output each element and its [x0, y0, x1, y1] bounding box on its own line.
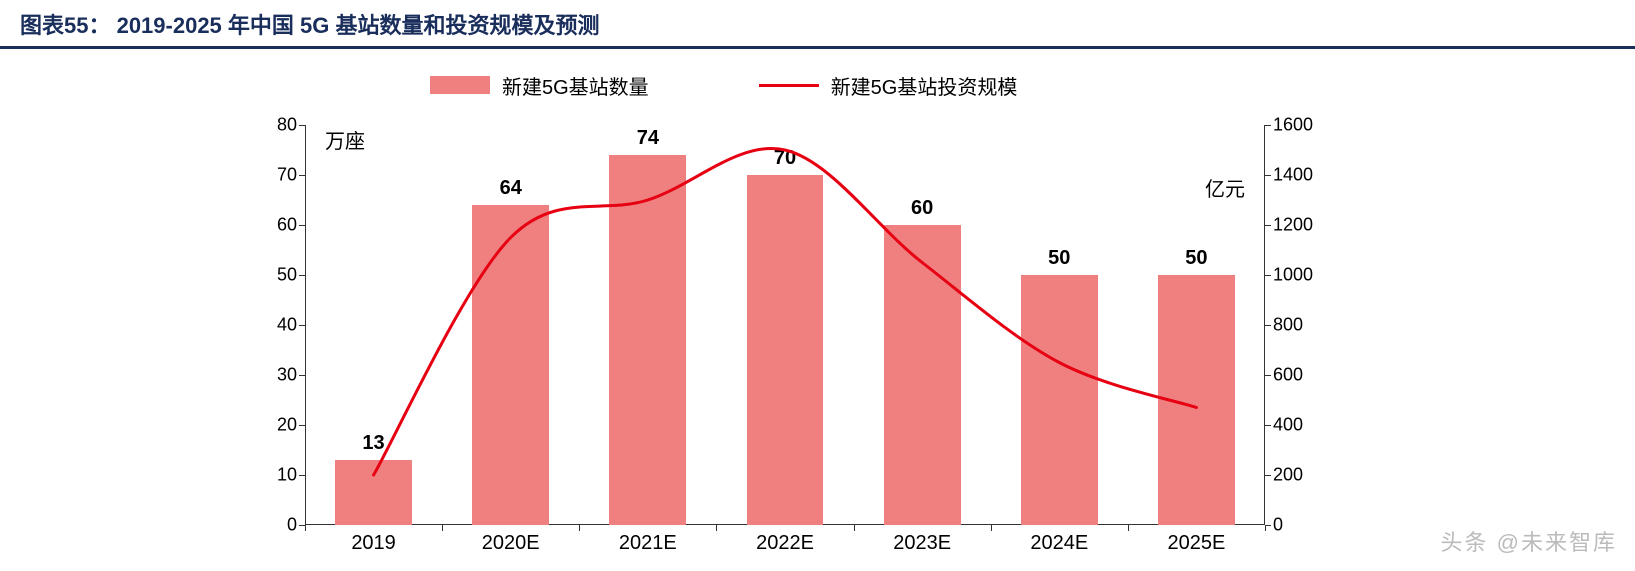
y-right-tick: 400: [1273, 415, 1323, 436]
y-right-tick: 600: [1273, 365, 1323, 386]
chart-container: 新建5G基站数量 新建5G基站投资规模 万座 亿元 01020304050607…: [240, 70, 1340, 550]
x-tick-mark: [1265, 525, 1266, 531]
y-right-tick: 200: [1273, 465, 1323, 486]
x-labels: 2019 2020E 2021E 2022E 2023E 2024E 2025E: [305, 532, 1265, 557]
y-left-tick: 0: [257, 515, 297, 536]
y-left-tick: 20: [257, 415, 297, 436]
line-series: [305, 125, 1265, 525]
plot-area: 万座 亿元 01020304050607080 0200400600800100…: [305, 125, 1265, 525]
y-left-ticks: 01020304050607080: [257, 125, 297, 525]
legend-bar-label: 新建5G基站数量: [502, 71, 649, 100]
y-left-tick: 80: [257, 115, 297, 136]
x-tick-mark: [854, 525, 855, 531]
y-left-tick: 30: [257, 365, 297, 386]
figure-title: 图表55： 2019-2025 年中国 5G 基站数量和投资规模及预测: [0, 0, 1635, 49]
x-tick-label: 2024E: [1030, 532, 1088, 555]
y-right-tick-mark: [1265, 225, 1271, 226]
y-right-tick-mark: [1265, 325, 1271, 326]
x-tick-label: 2023E: [893, 532, 951, 555]
y-left-tick: 50: [257, 265, 297, 286]
y-left-tick-mark: [299, 175, 305, 176]
y-right-tick: 1000: [1273, 265, 1323, 286]
watermark: 头条 @未来智库: [1441, 525, 1617, 557]
chart-legend: 新建5G基站数量 新建5G基站投资规模: [430, 70, 1150, 100]
legend-line-swatch: [759, 84, 819, 87]
y-right-tick: 1400: [1273, 165, 1323, 186]
y-right-tick: 1200: [1273, 215, 1323, 236]
legend-bar-swatch: [430, 76, 490, 94]
y-left-tick-mark: [299, 425, 305, 426]
y-right-tick-mark: [1265, 175, 1271, 176]
y-right-tick-mark: [1265, 125, 1271, 126]
y-left-tick: 10: [257, 465, 297, 486]
x-tick-mark: [991, 525, 992, 531]
y-right-tick: 800: [1273, 315, 1323, 336]
x-tick-label: 2019: [351, 532, 396, 555]
line-path: [374, 148, 1197, 475]
y-right-tick: 0: [1273, 515, 1323, 536]
y-left-tick: 40: [257, 315, 297, 336]
x-tick-label: 2021E: [619, 532, 677, 555]
x-tick-mark: [305, 525, 306, 531]
y-left-tick-mark: [299, 375, 305, 376]
x-tick-mark: [442, 525, 443, 531]
y-right-tick-mark: [1265, 275, 1271, 276]
x-tick-mark: [579, 525, 580, 531]
x-tick-label: 2025E: [1168, 532, 1226, 555]
y-right-ticks: 02004006008001000120014001600: [1273, 125, 1323, 525]
legend-bar-item: 新建5G基站数量: [430, 71, 649, 100]
y-right-tick-mark: [1265, 475, 1271, 476]
y-left-tick-mark: [299, 125, 305, 126]
x-tick-mark: [716, 525, 717, 531]
y-left-tick: 70: [257, 165, 297, 186]
legend-line-item: 新建5G基站投资规模: [759, 71, 1018, 100]
x-tick-label: 2022E: [756, 532, 814, 555]
y-left-tick-mark: [299, 475, 305, 476]
y-right-tick-mark: [1265, 425, 1271, 426]
y-left-tick-mark: [299, 225, 305, 226]
y-right-tick-mark: [1265, 375, 1271, 376]
y-left-tick: 60: [257, 215, 297, 236]
x-tick-label: 2020E: [482, 532, 540, 555]
y-left-tick-mark: [299, 275, 305, 276]
y-right-tick: 1600: [1273, 115, 1323, 136]
x-tick-mark: [1128, 525, 1129, 531]
legend-line-label: 新建5G基站投资规模: [831, 71, 1018, 100]
y-left-tick-mark: [299, 325, 305, 326]
